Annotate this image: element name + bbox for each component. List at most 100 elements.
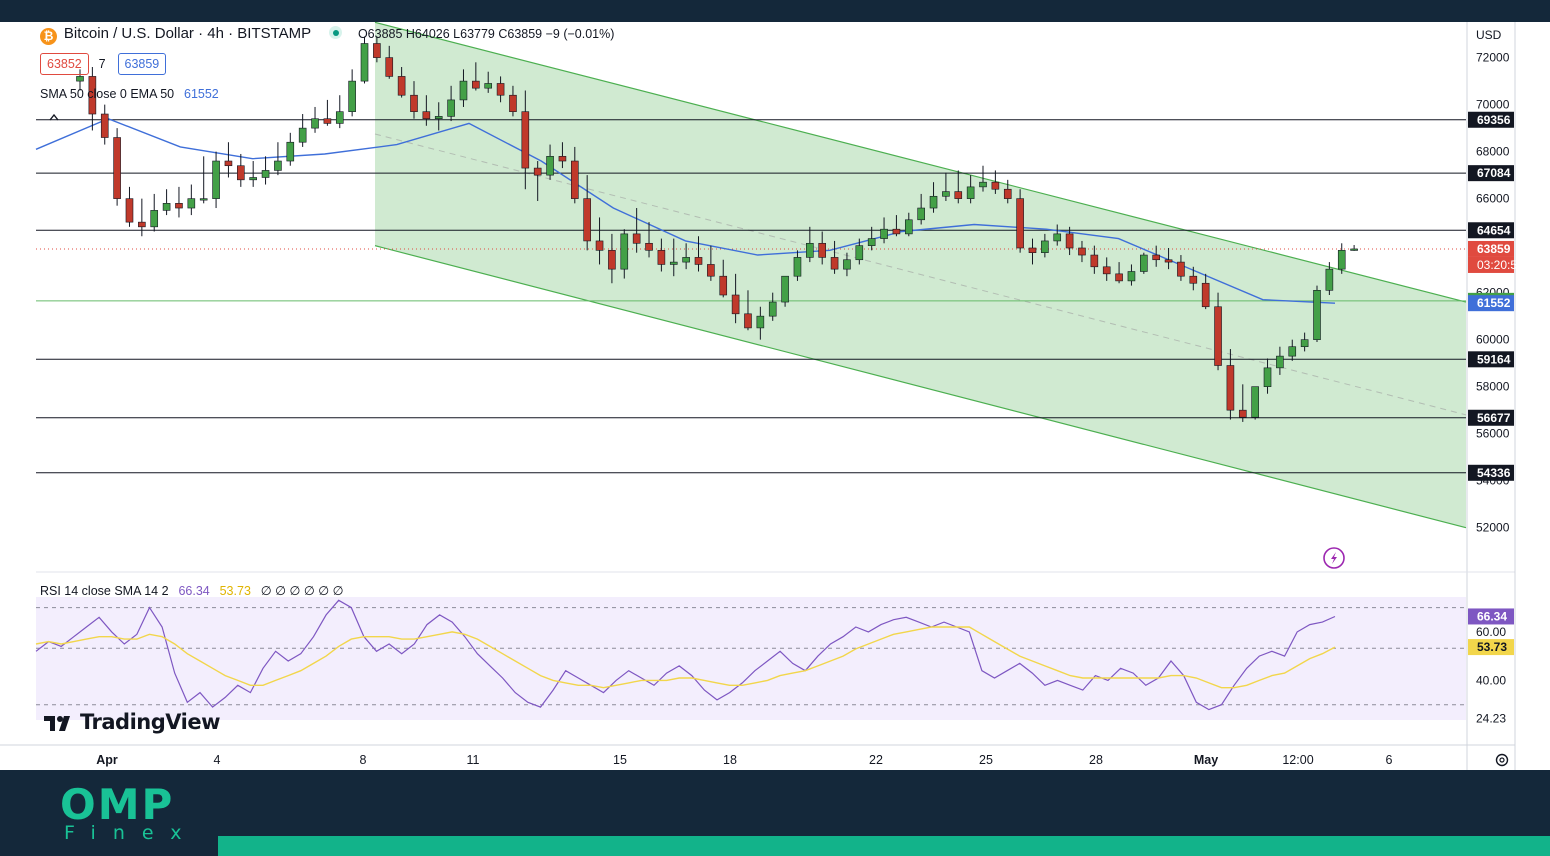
candle[interactable] [669,238,678,277]
candle[interactable] [422,95,431,126]
candle[interactable] [1053,224,1062,246]
candle[interactable] [484,71,493,93]
candle[interactable] [558,142,567,169]
candle[interactable] [570,146,579,204]
candle[interactable] [459,69,468,107]
candle[interactable] [731,273,740,324]
symbol-title[interactable]: Bitcoin / U.S. Dollar · 4h · BITSTAMP [63,25,312,42]
candle[interactable] [768,292,777,321]
candle[interactable] [434,102,443,131]
candle[interactable] [274,142,282,176]
candle[interactable] [373,36,381,63]
candle[interactable] [348,69,356,117]
candle[interactable] [1041,233,1049,258]
candle[interactable] [533,161,542,201]
candle[interactable] [100,104,109,145]
ma-legend[interactable]: SMA 50 close 0 EMA 50 61552 [40,85,219,101]
candle[interactable] [187,184,196,216]
candle[interactable] [1090,245,1099,274]
candle[interactable] [1337,243,1346,274]
candle[interactable] [1065,226,1074,256]
candle[interactable] [546,144,554,180]
candle[interactable] [521,90,530,190]
candle[interactable] [138,198,146,237]
candle[interactable] [496,76,505,103]
candle[interactable] [1201,273,1210,310]
candle[interactable] [979,165,987,192]
candle[interactable] [917,193,925,225]
candle[interactable] [1325,262,1334,295]
candle[interactable] [682,243,690,270]
candle[interactable] [1177,255,1185,281]
candle[interactable] [855,238,864,265]
candle[interactable] [212,151,220,209]
candle[interactable] [1140,252,1148,274]
candle[interactable] [150,193,159,232]
candle[interactable] [509,85,517,117]
candle[interactable] [843,252,851,277]
candle[interactable] [298,114,307,147]
candle[interactable] [781,275,789,307]
candle[interactable] [1238,384,1247,422]
candle[interactable] [199,156,208,204]
candle[interactable] [1078,240,1086,263]
candle[interactable] [162,189,171,216]
candle[interactable] [1226,349,1235,420]
candle[interactable] [1251,386,1259,420]
candle[interactable] [707,245,715,281]
candle[interactable] [447,85,455,122]
candle[interactable] [756,306,765,340]
candle[interactable] [942,172,950,201]
candle[interactable] [991,170,1000,194]
candle[interactable] [1028,238,1037,265]
candle[interactable] [335,95,344,129]
candle[interactable] [744,290,752,331]
candle[interactable] [237,153,245,187]
candle[interactable] [583,175,591,251]
candle[interactable] [410,81,418,119]
candle[interactable] [657,238,666,272]
candle[interactable] [1263,358,1272,394]
candle[interactable] [954,170,963,204]
candle[interactable] [632,208,641,253]
price-chart[interactable]: USD 720007000068000660006400062000600005… [0,22,1550,770]
candle[interactable] [385,45,394,79]
candle[interactable] [224,142,233,178]
candle[interactable] [1189,266,1198,291]
collapse-chevron-icon[interactable] [49,113,59,121]
candle[interactable] [966,175,975,204]
candle[interactable] [645,222,653,258]
candle[interactable] [1016,189,1024,253]
candle[interactable] [719,259,728,298]
candle[interactable] [818,231,827,265]
candle[interactable] [892,215,901,237]
candle[interactable] [929,182,938,213]
candle[interactable] [175,186,183,218]
candle[interactable] [1300,332,1309,352]
candle[interactable] [113,128,121,206]
candle[interactable] [1003,179,1012,204]
candle[interactable] [76,69,84,91]
candle[interactable] [608,233,616,284]
candle[interactable] [472,62,480,91]
candle[interactable] [88,67,97,131]
candle[interactable] [867,226,876,251]
candle[interactable] [1115,262,1123,284]
candle[interactable] [904,212,913,237]
candle[interactable] [397,67,406,98]
candle[interactable] [793,250,802,281]
rsi-legend[interactable]: RSI 14 close SMA 14 2 66.34 53.73 ∅ ∅ ∅ … [40,582,343,598]
candle[interactable] [595,217,604,265]
candle[interactable] [1214,292,1222,371]
settings-gear-icon[interactable] [1495,753,1509,767]
candle[interactable] [360,36,369,84]
candle[interactable] [1313,285,1321,343]
candle[interactable] [1276,346,1284,375]
candle[interactable] [830,240,839,274]
candle[interactable] [1164,247,1173,270]
candle[interactable] [1127,264,1136,286]
candle[interactable] [261,156,270,185]
candle[interactable] [323,99,332,126]
candle[interactable] [311,106,319,133]
candle[interactable] [694,236,703,272]
